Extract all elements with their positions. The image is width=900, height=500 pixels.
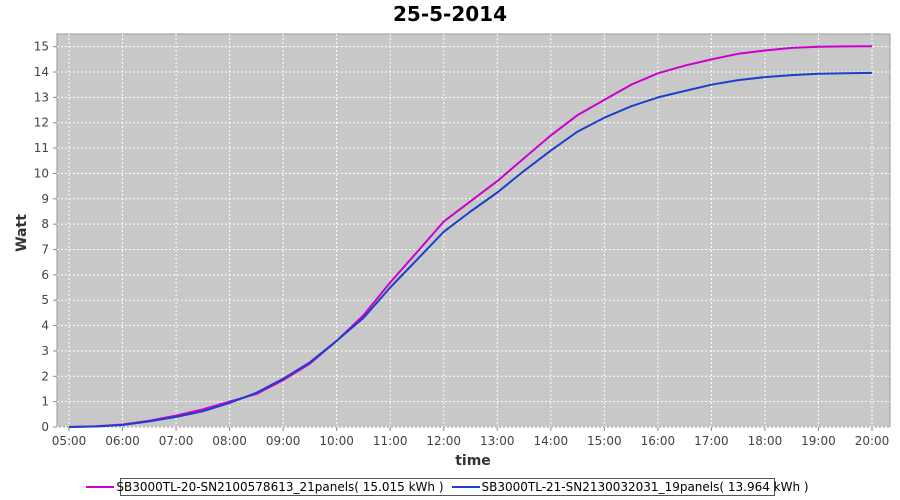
y-tick-label: 7 (41, 243, 49, 257)
y-tick-label: 0 (41, 420, 49, 434)
legend-swatch (86, 486, 115, 488)
x-tick-label: 15:00 (587, 434, 622, 448)
x-tick-label: 06:00 (105, 434, 140, 448)
y-tick-label: 11 (34, 141, 49, 155)
x-tick-label: 13:00 (480, 434, 515, 448)
y-tick-label: 6 (41, 268, 49, 282)
x-tick-label: 14:00 (534, 434, 569, 448)
x-tick-label: 09:00 (266, 434, 301, 448)
y-tick-label: 8 (41, 217, 49, 231)
y-tick-label: 10 (34, 166, 49, 180)
legend-item-1: SB3000TL-20-SN2100578613_21panels( 15.01… (86, 479, 444, 495)
series-line-2 (68, 71, 873, 428)
x-tick-label: 19:00 (801, 434, 836, 448)
y-tick-label: 3 (41, 344, 49, 358)
y-tick-label: 15 (34, 40, 49, 54)
x-tick-label: 12:00 (426, 434, 461, 448)
y-tick-label: 12 (34, 116, 49, 130)
x-tick-label: 17:00 (694, 434, 729, 448)
legend-label: SB3000TL-20-SN2100578613_21panels( 15.01… (116, 480, 444, 494)
y-tick-label: 13 (34, 90, 49, 104)
x-tick-label: 16:00 (641, 434, 676, 448)
x-tick-label: 05:00 (52, 434, 87, 448)
legend-label: SB3000TL-21-SN2130032031_19panels( 13.96… (481, 480, 809, 494)
x-tick-label: 10:00 (319, 434, 354, 448)
x-tick-label: 20:00 (855, 434, 890, 448)
y-tick-label: 1 (41, 395, 49, 409)
x-tick-label: 18:00 (748, 434, 783, 448)
series-line-1 (68, 45, 873, 428)
legend-item-2: SB3000TL-21-SN2130032031_19panels( 13.96… (451, 479, 809, 495)
y-tick-label: 2 (41, 369, 49, 383)
y-tick-label: 4 (41, 319, 49, 333)
x-tick-label: 07:00 (159, 434, 194, 448)
y-tick-label: 14 (34, 65, 49, 79)
series-lines (68, 45, 873, 428)
chart-title: 25-5-2014 (392, 2, 507, 26)
y-axis-label: Watt (14, 214, 30, 252)
x-tick-label: 08:00 (212, 434, 247, 448)
grid (57, 34, 890, 428)
x-axis: 05:00 06:00 07:00 08:00 09:00 10:00 11:00 12:00… (52, 427, 890, 448)
y-tick-label: 5 (41, 293, 49, 307)
plot-area (56, 33, 891, 428)
y-tick-label: 9 (41, 192, 49, 206)
x-tick-label: 11:00 (373, 434, 408, 448)
x-axis-label: time (455, 453, 491, 469)
legend-swatch (451, 486, 480, 488)
legend: SB3000TL-20-SN2100578613_21panels( 15.01… (86, 478, 809, 496)
